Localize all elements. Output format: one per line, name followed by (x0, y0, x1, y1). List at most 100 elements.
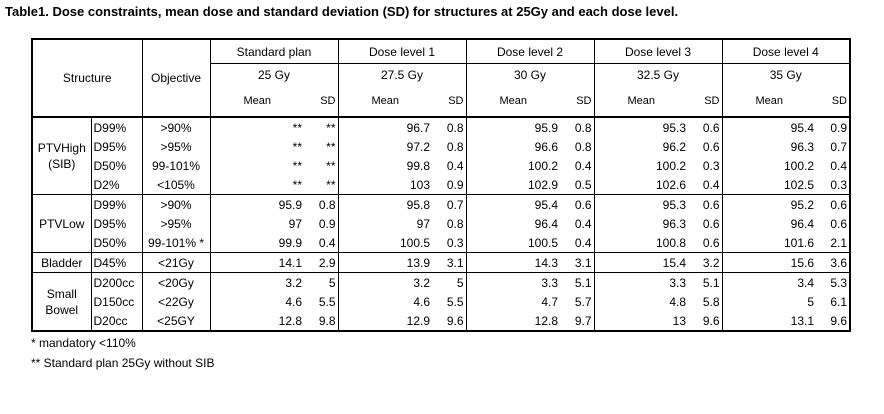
table-row: D95% >95% ** ** 97.2 0.8 96.6 0.8 96.2 0.6 96.3 0.7 (32, 137, 851, 156)
sd-value: 0.3 (432, 233, 467, 253)
mean-value: 13.1 (722, 311, 816, 332)
mean-value: 3.2 (210, 272, 304, 292)
sd-header: SD (688, 86, 723, 117)
table-row: D50% 99-101% * 99.9 0.4 100.5 0.3 100.5 0.4 100.… (32, 233, 851, 253)
sd-value: 9.6 (432, 311, 467, 332)
sd-value: ** (304, 156, 339, 175)
mean-value: 96.6 (534, 139, 558, 154)
mean-value: ** (292, 158, 302, 173)
mean-value: 99.9 (278, 235, 302, 250)
mean-value: 95.3 (594, 116, 688, 137)
structure-name: PTVLow (31, 194, 91, 253)
sd-value: 0.4 (560, 214, 595, 233)
group-header-standard: Standard plan (210, 38, 339, 64)
mean-header: Mean (371, 95, 400, 107)
objective-value: <25GY (142, 311, 211, 332)
mean-value: 95.4 (722, 116, 816, 137)
mean-value: 3.4 (722, 272, 816, 292)
group-header-level-3: Dose level 3 (594, 38, 723, 64)
mean-header: Mean (755, 95, 784, 107)
sd-value: 0.4 (560, 156, 595, 175)
dose-table: Structure Objective Standard plan Dose l… (31, 38, 851, 332)
footnote-mandatory: * mandatory <110% (31, 336, 136, 350)
sd-value: 0.9 (816, 116, 851, 137)
sd-value: 9.6 (688, 311, 723, 332)
structure-name: Bladder (31, 252, 91, 273)
sd-value: 0.7 (816, 137, 851, 156)
sd-value: 0.6 (560, 194, 595, 214)
sd-value: 0.7 (432, 194, 467, 214)
sd-header: SD (816, 86, 851, 117)
mean-value: 14.3 (466, 252, 560, 273)
table-row: D95% >95% 97 0.9 97 0.8 96.4 0.4 96.3 0.6 96.4 0.6 (32, 214, 851, 233)
table-row: Bladder D45% <21Gy 14.1 2.9 13.9 3.1 14.3 3.1 15.… (31, 252, 851, 273)
sd-value: 0.4 (560, 233, 595, 253)
mean-value: 99.8 (406, 158, 430, 173)
sd-value: 9.6 (816, 311, 851, 332)
sd-value: 0.9 (304, 214, 339, 233)
mean-value: ** (292, 177, 302, 192)
table-row: D150cc <22Gy 4.6 5.5 4.6 5.5 4.7 5.7 4.8 5.8 5 6.1 (32, 292, 851, 311)
mean-value: 100.5 (399, 235, 430, 250)
group-header-level-1: Dose level 1 (338, 38, 467, 64)
dose-metric: D20cc (90, 311, 143, 332)
sd-value: 5.1 (688, 272, 723, 292)
table-row: D2% <105% ** ** 103 0.9 102.9 0.5 102.6 0.4 102.5 0… (32, 175, 851, 195)
sd-value: 3.1 (432, 252, 467, 273)
sd-value: 2.9 (304, 252, 339, 273)
dose-header-level-1: 27.5 Gy (338, 63, 467, 86)
mean-value: 96.2 (662, 139, 686, 154)
sd-value: 2.1 (816, 233, 851, 253)
sd-value: 0.4 (816, 156, 851, 175)
mean-value: 95.4 (466, 194, 560, 214)
mean-value: 96.4 (534, 216, 558, 231)
sd-value: 0.6 (688, 116, 723, 137)
sd-header: SD (304, 86, 339, 117)
sd-value: 9.7 (560, 311, 595, 332)
mean-value: 101.6 (783, 235, 814, 250)
dose-metric: D95% (90, 214, 143, 233)
mean-value: 102.6 (655, 177, 686, 192)
structure-name: Small Bowel (31, 272, 91, 332)
sd-value: 0.6 (688, 194, 723, 214)
mean-value: 15.4 (594, 252, 688, 273)
mean-header: Mean (627, 95, 656, 107)
structure-name-line: (SIB) (48, 157, 76, 171)
footnote-standard-plan: ** Standard plan 25Gy without SIB (31, 356, 215, 370)
mean-value: ** (210, 116, 304, 137)
mean-value: 102.5 (783, 177, 814, 192)
sd-value: 3.1 (560, 252, 595, 273)
sd-value: 0.3 (816, 175, 851, 195)
objective-value: >90% (142, 194, 211, 214)
structure-name-line: Bowel (45, 302, 79, 317)
structure-name-line: Small (46, 286, 77, 301)
sd-value: 0.6 (688, 214, 723, 233)
sd-value: 9.8 (304, 311, 339, 332)
structure-name-line: Bladder (41, 255, 83, 270)
objective-value: >95% (142, 137, 211, 156)
dose-metric: D200cc (90, 272, 143, 292)
dose-header-level-3: 32.5 Gy (594, 63, 723, 86)
mean-value: 97 (288, 216, 302, 231)
mean-value: 4.7 (541, 294, 558, 309)
sd-value: 0.8 (432, 116, 467, 137)
mean-value: 12.8 (210, 311, 304, 332)
objective-value: <105% (142, 175, 211, 195)
mean-value: 12.9 (338, 311, 432, 332)
sd-value: 0.8 (560, 116, 595, 137)
mean-value: 100.2 (527, 158, 558, 173)
sd-value: 0.6 (688, 137, 723, 156)
sd-value: 0.3 (688, 156, 723, 175)
objective-header: Objective (142, 38, 211, 117)
sd-value: 5.8 (688, 292, 723, 311)
sd-header: SD (432, 86, 467, 117)
mean-value: 96.3 (790, 139, 814, 154)
mean-value: 96.7 (338, 116, 432, 137)
dose-metric: D99% (90, 194, 143, 214)
objective-value: <22Gy (142, 292, 211, 311)
group-header-level-2: Dose level 2 (466, 38, 595, 64)
sd-value: 0.8 (560, 137, 595, 156)
table-row: PTVLow D99% >90% 95.9 0.8 95.8 0.7 95.4 0.6 95.3 0… (31, 194, 851, 253)
table-row: D50% 99-101% ** ** 99.8 0.4 100.2 0.4 100.2 0.3 10… (32, 156, 851, 175)
sd-value: 0.6 (816, 194, 851, 214)
